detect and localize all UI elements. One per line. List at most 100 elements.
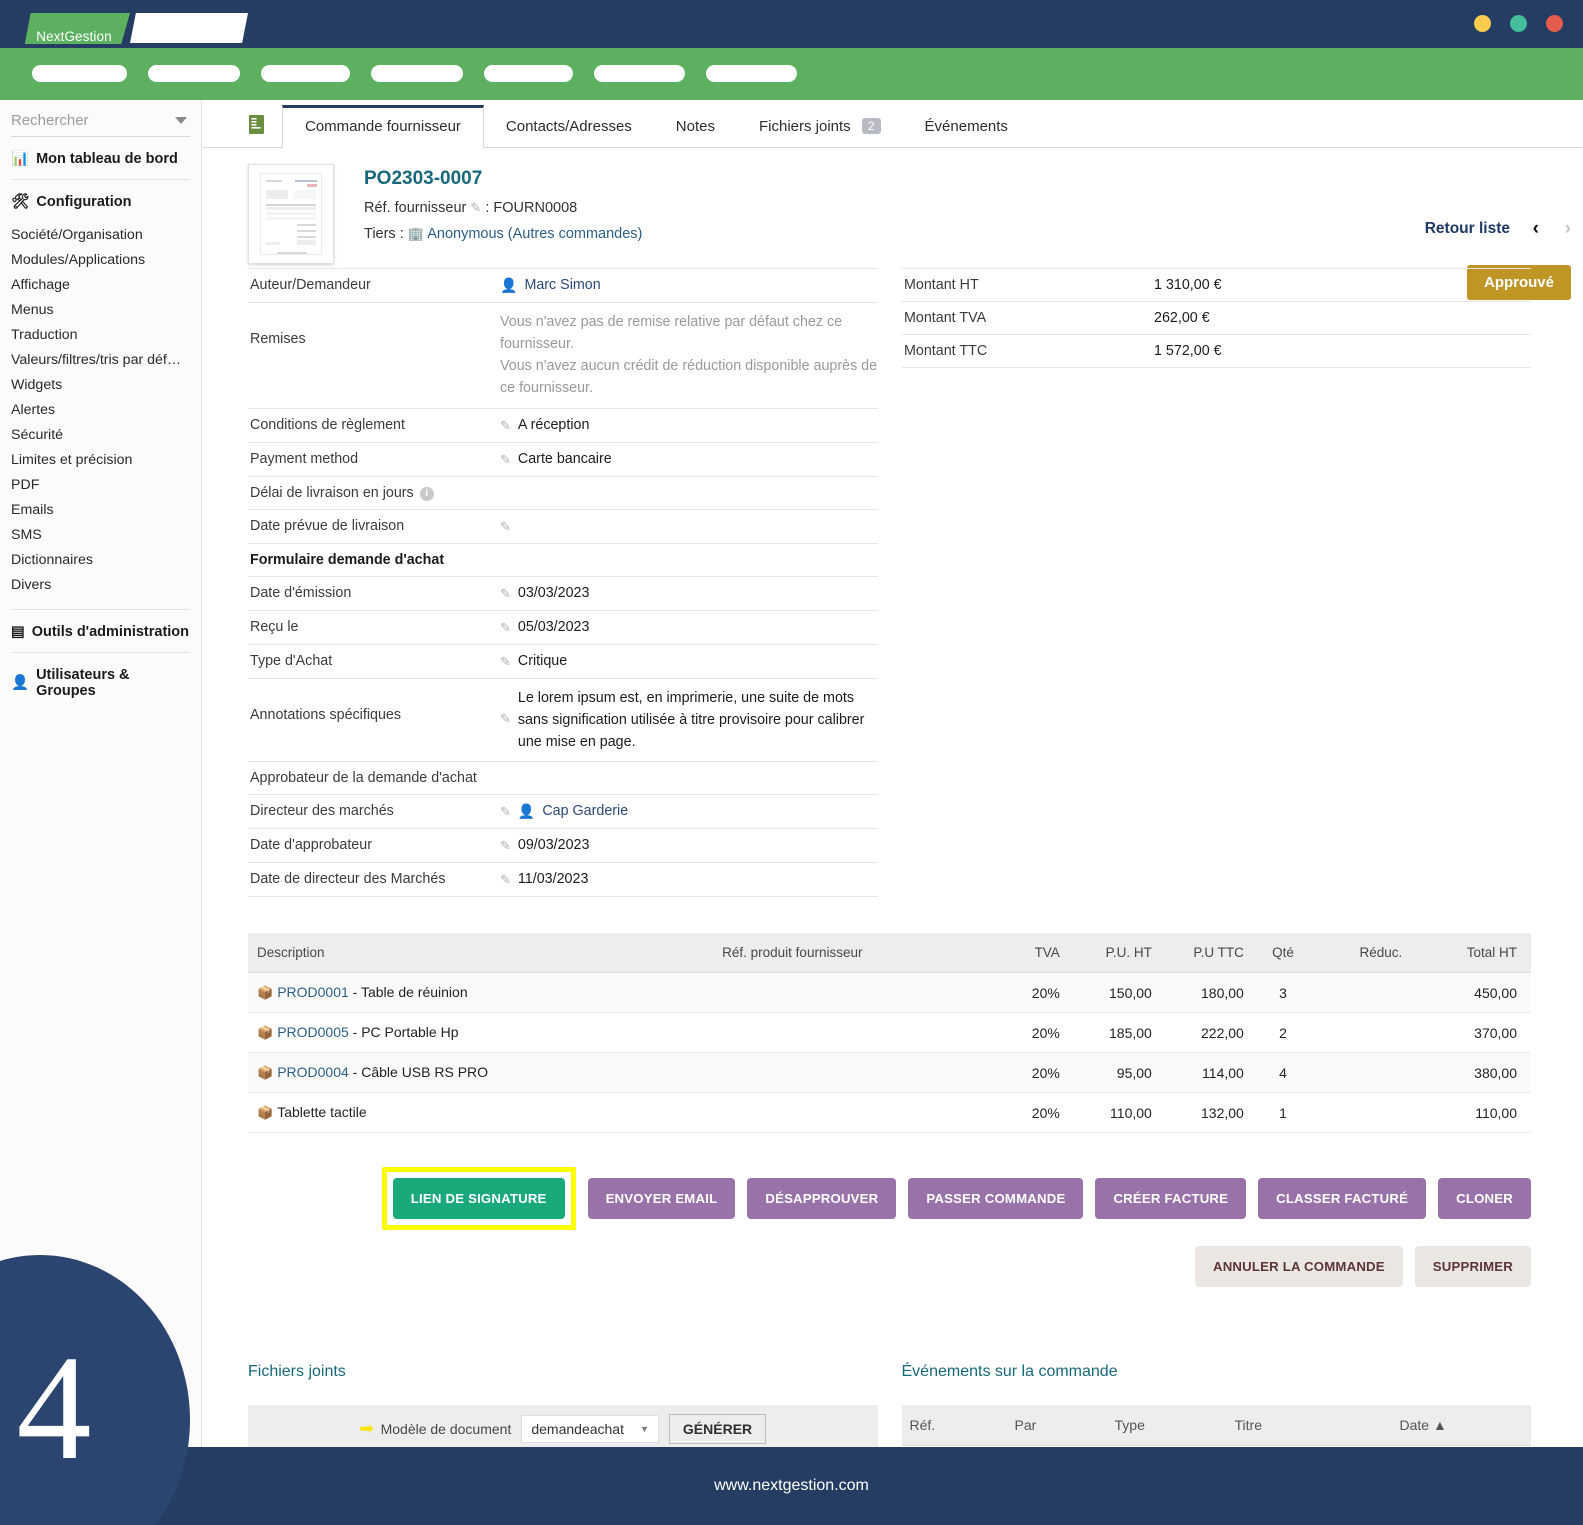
generer-button[interactable]: GÉNÉRER [668, 1414, 767, 1445]
tab-label: Événements [924, 118, 1008, 135]
sidebar-item-affichage[interactable]: Affichage [11, 276, 70, 293]
chevron-down-icon[interactable] [175, 117, 187, 124]
envoyer-email-button[interactable]: ENVOYER EMAIL [587, 1178, 736, 1220]
desapprouver-button[interactable]: DÉSAPPROUVER [747, 1178, 897, 1220]
tiers-value[interactable]: Anonymous (Autres commandes) [427, 226, 643, 242]
field-value: ✎ 03/03/2023 [500, 577, 878, 610]
product-code[interactable]: PROD0001 [277, 984, 349, 1001]
col-ref-produit: Réf. produit fournisseur [713, 933, 990, 974]
tab-contacts-adresses[interactable]: Contacts/Adresses [484, 106, 654, 148]
cell-pu-ht: 185,00 [1065, 1012, 1158, 1054]
tab-notes[interactable]: Notes [654, 106, 737, 148]
sidebar-item-admin-tools[interactable]: ▤ Outils d'administration [0, 610, 201, 652]
sidebar-item-alertes[interactable]: Alertes [11, 401, 56, 418]
status-badge[interactable]: Approuvé [1466, 265, 1571, 300]
table-row[interactable]: 📦 PROD0005 - PC Portable Hp 20% 185,00 22… [248, 1012, 1531, 1054]
tab-commande-fournisseur[interactable]: Commande fournisseur [282, 105, 484, 149]
document-icon [248, 114, 265, 140]
sidebar-item-dashboard[interactable]: 📊 Mon tableau de bord [0, 137, 201, 179]
package-icon: 📦 [257, 1105, 274, 1121]
edit-pencil-icon[interactable]: ✎ [500, 838, 511, 854]
annuler-commande-button[interactable]: ANNULER LA COMMANDE [1194, 1246, 1403, 1288]
edit-pencil-icon[interactable]: ✎ [500, 619, 511, 635]
edit-pencil-icon[interactable]: ✎ [470, 200, 482, 215]
nav-pill-1[interactable] [32, 65, 127, 82]
supprimer-button[interactable]: SUPPRIMER [1414, 1246, 1531, 1288]
cell-pu-ht: 95,00 [1065, 1052, 1158, 1094]
info-icon[interactable]: i [419, 486, 434, 501]
directeur-value[interactable]: Cap Garderie [542, 803, 629, 820]
sidebar-item-menus[interactable]: Menus [11, 301, 54, 318]
col-par[interactable]: Par [1006, 1405, 1107, 1447]
sidebar-item-configuration[interactable]: 🛠 Configuration [0, 180, 201, 222]
field-value: ✎ Critique [500, 645, 878, 678]
field-value: ✎ 09/03/2023 [500, 829, 878, 862]
maximize-dot[interactable] [1510, 15, 1527, 32]
col-type[interactable]: Type [1106, 1405, 1227, 1447]
table-row[interactable]: 📦 PROD0001 - Table de réuinion 20% 150,00… [248, 972, 1531, 1014]
nav-pill-4[interactable] [371, 65, 463, 82]
nav-pill-6[interactable] [594, 65, 685, 82]
sidebar-item-sms[interactable]: SMS [11, 526, 42, 543]
nav-pill-5[interactable] [484, 65, 573, 82]
sidebar-item-users-groups[interactable]: 👤 Utilisateurs & Groupes [0, 653, 201, 711]
sidebar-item-modules[interactable]: Modules/Applications [11, 251, 146, 268]
sidebar-item-widgets[interactable]: Widgets [11, 376, 63, 393]
browser-tab-placeholder[interactable] [130, 13, 248, 43]
edit-pencil-icon[interactable]: ✎ [500, 417, 511, 433]
nav-pill-7[interactable] [706, 65, 797, 82]
author-name[interactable]: Marc Simon [524, 277, 601, 293]
template-select[interactable]: demandeachat ▼ [521, 1415, 659, 1444]
amount-label: Montant HT [904, 277, 979, 293]
edit-pencil-icon[interactable]: ✎ [500, 451, 511, 467]
field-delai-livraison: Délai de livraison en jours i [248, 475, 878, 509]
creer-facture-button[interactable]: CRÉER FACTURE [1095, 1178, 1247, 1220]
classer-facture-button[interactable]: CLASSER FACTURÉ [1258, 1178, 1427, 1220]
edit-pencil-icon[interactable]: ✎ [500, 653, 511, 669]
close-dot[interactable] [1546, 15, 1563, 32]
type-achat-value: Critique [517, 652, 568, 669]
minimize-dot[interactable] [1474, 15, 1491, 32]
sidebar-item-label: Configuration [36, 194, 132, 210]
tab-evenements[interactable]: Événements [903, 106, 1030, 148]
sidebar-item-divers[interactable]: Divers [11, 576, 52, 593]
sidebar-item-traduction[interactable]: Traduction [11, 326, 78, 343]
tab-label: Contacts/Adresses [505, 118, 632, 135]
edit-pencil-icon[interactable]: ✎ [500, 804, 511, 820]
prev-record-icon[interactable]: ‹ [1532, 218, 1539, 239]
col-titre[interactable]: Titre [1226, 1405, 1392, 1447]
back-to-list-link[interactable]: Retour liste [1424, 220, 1510, 237]
col-ref[interactable]: Réf. [901, 1405, 1007, 1447]
table-row[interactable]: 📦 PROD0004 - Câble USB RS PRO 20% 95,00 1… [248, 1052, 1531, 1094]
sidebar-item-pdf[interactable]: PDF [11, 476, 40, 493]
sidebar-item-valeurs[interactable]: Valeurs/filtres/tris par déf… [11, 351, 182, 368]
tab-fichiers-joints[interactable]: Fichiers joints 2 [737, 106, 903, 148]
nav-pill-3[interactable] [261, 65, 350, 82]
product-code[interactable]: PROD0004 [277, 1064, 349, 1081]
tools-icon: 🛠 [11, 193, 30, 210]
sidebar-item-securite[interactable]: Sécurité [11, 426, 64, 443]
cloner-button[interactable]: CLONER [1438, 1178, 1531, 1220]
col-date[interactable]: Date ▲ [1391, 1405, 1531, 1447]
edit-pencil-icon[interactable]: ✎ [500, 585, 511, 601]
passer-commande-button[interactable]: PASSER COMMANDE [908, 1178, 1084, 1220]
annotations-value: Le lorem ipsum est, en imprimerie, une s… [517, 689, 865, 750]
sidebar-item-dictionnaires[interactable]: Dictionnaires [11, 551, 94, 568]
search-input[interactable]: Rechercher [11, 105, 190, 137]
sidebar-item-emails[interactable]: Emails [11, 501, 54, 518]
lien-de-signature-button[interactable]: LIEN DE SIGNATURE [392, 1178, 565, 1220]
sidebar-item-societe[interactable]: Société/Organisation [11, 226, 143, 243]
field-label: Délai de livraison en jours i [248, 477, 500, 509]
edit-pencil-icon[interactable]: ✎ [500, 518, 511, 534]
field-date-directeur: Date de directeur des Marchés ✎ 11/03/20… [248, 862, 878, 898]
sidebar-item-limites[interactable]: Limites et précision [11, 451, 133, 468]
generate-document-row: ➡ Modèle de document demandeachat ▼ GÉNÉ… [248, 1405, 878, 1454]
nav-pill-2[interactable] [148, 65, 240, 82]
product-code[interactable]: PROD0005 [277, 1024, 349, 1041]
amount-row-ttc: Montant TTC 1 572,00 € [902, 334, 1531, 368]
edit-pencil-icon[interactable]: ✎ [500, 710, 511, 726]
table-row[interactable]: 📦 Tablette tactile 20% 110,00 132,00 1 11… [248, 1092, 1531, 1134]
document-thumbnail[interactable] [248, 164, 334, 264]
edit-pencil-icon[interactable]: ✎ [500, 872, 511, 888]
